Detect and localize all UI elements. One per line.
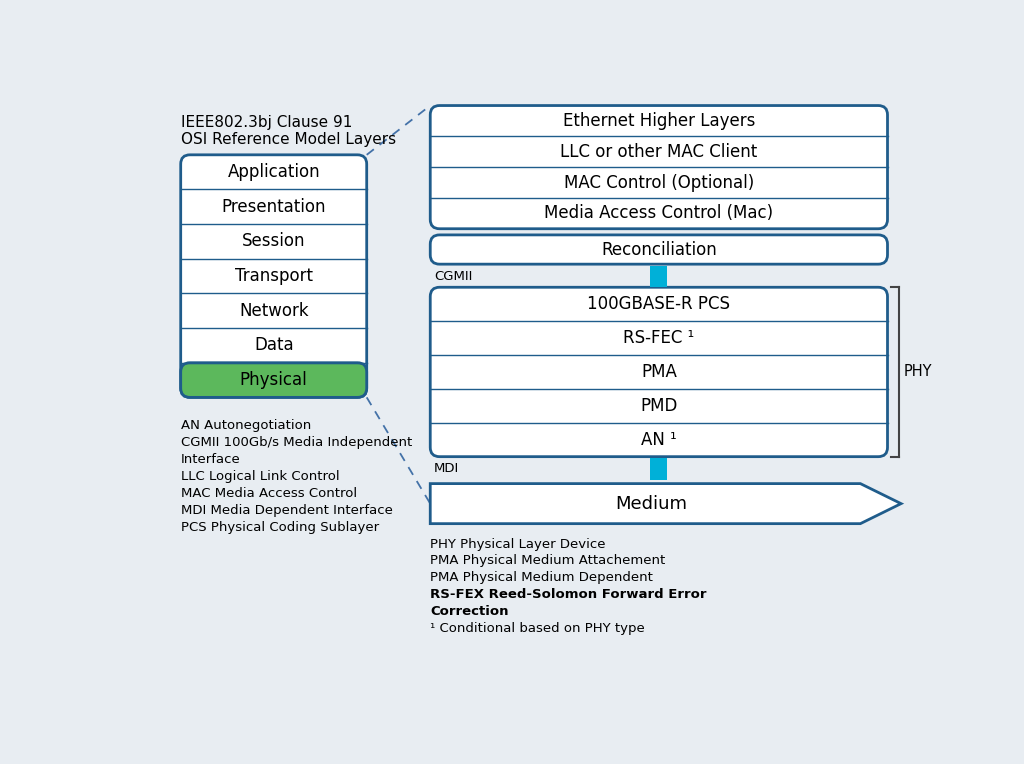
Text: LLC Logical Link Control: LLC Logical Link Control	[180, 470, 339, 483]
Text: RS-FEC ¹: RS-FEC ¹	[624, 329, 694, 347]
Text: Media Access Control (Mac): Media Access Control (Mac)	[545, 204, 773, 222]
Bar	[650, 458, 668, 480]
Text: Medium: Medium	[615, 494, 687, 513]
Text: Reconciliation: Reconciliation	[601, 241, 717, 258]
Text: OSI Reference Model Layers: OSI Reference Model Layers	[180, 131, 396, 147]
Text: PCS Physical Coding Sublayer: PCS Physical Coding Sublayer	[180, 520, 379, 533]
Text: ¹ Conditional based on PHY type: ¹ Conditional based on PHY type	[430, 622, 645, 635]
Text: Network: Network	[239, 302, 308, 320]
Text: PMA Physical Medium Attachement: PMA Physical Medium Attachement	[430, 555, 666, 568]
Text: Transport: Transport	[234, 267, 312, 285]
FancyBboxPatch shape	[180, 155, 367, 397]
Text: CGMII 100Gb/s Media Independent: CGMII 100Gb/s Media Independent	[180, 436, 412, 449]
Text: RS-FEX Reed-Solomon Forward Error: RS-FEX Reed-Solomon Forward Error	[430, 588, 707, 601]
Text: 100GBASE-R PCS: 100GBASE-R PCS	[588, 295, 730, 313]
FancyBboxPatch shape	[430, 287, 888, 457]
Bar	[650, 266, 668, 287]
FancyBboxPatch shape	[430, 105, 888, 228]
Text: MDI: MDI	[434, 462, 460, 475]
Text: Physical: Physical	[240, 371, 307, 389]
Text: Correction: Correction	[430, 605, 509, 618]
FancyBboxPatch shape	[430, 235, 888, 264]
Text: Application: Application	[227, 163, 321, 181]
Text: LLC or other MAC Client: LLC or other MAC Client	[560, 143, 758, 160]
Text: PHY: PHY	[904, 364, 932, 380]
Text: MAC Media Access Control: MAC Media Access Control	[180, 487, 356, 500]
Polygon shape	[430, 484, 901, 523]
Text: CGMII: CGMII	[434, 270, 472, 283]
Text: PMA Physical Medium Dependent: PMA Physical Medium Dependent	[430, 571, 653, 584]
Text: Session: Session	[242, 232, 305, 251]
Text: PHY Physical Layer Device: PHY Physical Layer Device	[430, 538, 606, 551]
Text: AN Autonegotiation: AN Autonegotiation	[180, 419, 311, 432]
Text: Ethernet Higher Layers: Ethernet Higher Layers	[562, 112, 755, 130]
Text: PMA: PMA	[641, 363, 677, 381]
Text: Presentation: Presentation	[221, 198, 326, 215]
FancyBboxPatch shape	[180, 363, 367, 397]
Text: Data: Data	[254, 336, 294, 354]
Text: IEEE802.3bj Clause 91: IEEE802.3bj Clause 91	[180, 115, 352, 130]
Text: MAC Control (Optional): MAC Control (Optional)	[564, 173, 754, 192]
Text: MDI Media Dependent Interface: MDI Media Dependent Interface	[180, 503, 392, 516]
Text: PMD: PMD	[640, 397, 678, 415]
Text: AN ¹: AN ¹	[641, 431, 677, 448]
Text: Interface: Interface	[180, 453, 241, 466]
